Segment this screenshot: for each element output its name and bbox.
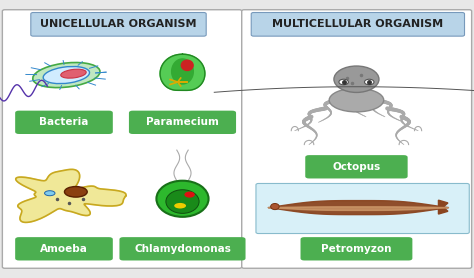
- Text: Chlamydomonas: Chlamydomonas: [134, 244, 231, 254]
- Text: Amoeba: Amoeba: [40, 244, 88, 254]
- FancyBboxPatch shape: [119, 237, 246, 260]
- Ellipse shape: [43, 66, 90, 84]
- Polygon shape: [438, 200, 448, 214]
- Polygon shape: [16, 169, 126, 222]
- Ellipse shape: [184, 192, 195, 198]
- FancyBboxPatch shape: [2, 10, 242, 268]
- FancyBboxPatch shape: [256, 183, 469, 234]
- Ellipse shape: [334, 66, 379, 92]
- Ellipse shape: [45, 191, 55, 196]
- Polygon shape: [160, 54, 205, 90]
- Ellipse shape: [181, 59, 194, 71]
- FancyBboxPatch shape: [31, 13, 206, 36]
- Ellipse shape: [61, 69, 86, 78]
- Text: Octopus: Octopus: [332, 162, 381, 172]
- Text: Paramecium: Paramecium: [146, 117, 219, 127]
- Ellipse shape: [329, 88, 383, 112]
- Polygon shape: [172, 59, 193, 84]
- Text: Petromyzon: Petromyzon: [321, 244, 392, 254]
- FancyBboxPatch shape: [301, 237, 412, 260]
- Ellipse shape: [365, 79, 374, 85]
- Ellipse shape: [64, 187, 87, 197]
- Ellipse shape: [166, 190, 199, 214]
- FancyBboxPatch shape: [251, 13, 465, 36]
- Text: Bacteria: Bacteria: [39, 117, 89, 127]
- Ellipse shape: [339, 79, 348, 85]
- Text: UNICELLULAR ORGANISM: UNICELLULAR ORGANISM: [40, 19, 197, 29]
- FancyBboxPatch shape: [305, 155, 408, 178]
- FancyBboxPatch shape: [15, 111, 113, 134]
- FancyBboxPatch shape: [15, 237, 113, 260]
- Ellipse shape: [271, 203, 279, 210]
- Ellipse shape: [33, 63, 100, 88]
- Ellipse shape: [174, 203, 186, 208]
- FancyBboxPatch shape: [242, 10, 472, 268]
- FancyBboxPatch shape: [129, 111, 236, 134]
- Ellipse shape: [156, 181, 209, 217]
- Text: MULTICELLULAR ORGANISM: MULTICELLULAR ORGANISM: [272, 19, 444, 29]
